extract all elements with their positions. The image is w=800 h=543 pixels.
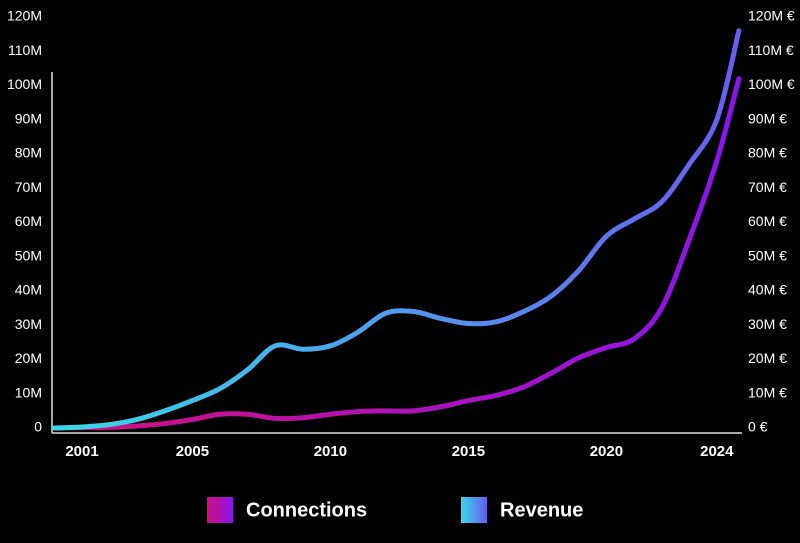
y2-tick-label: 80M € xyxy=(748,145,787,161)
x-tick-label: 2024 xyxy=(700,443,734,460)
legend-swatch xyxy=(461,497,487,523)
x-tick-label: 2020 xyxy=(590,443,623,460)
y-tick-label: 70M xyxy=(15,179,42,195)
y-tick-label: 10M xyxy=(15,384,42,400)
line xyxy=(51,28,742,431)
y2-tick-label: 20M € xyxy=(748,350,787,366)
y2-tick-label: 50M € xyxy=(748,247,787,263)
y2-tick-label: 110M € xyxy=(748,42,794,58)
y-tick-label: 20M xyxy=(15,350,42,366)
y2-tick-label: 90M € xyxy=(748,110,787,126)
x-tick-label: 2015 xyxy=(452,443,485,460)
y-tick-label: 80M xyxy=(15,145,42,161)
y2-tick-label: 70M € xyxy=(748,179,787,195)
y-tick-label: 90M xyxy=(15,110,42,126)
legend-label: Connections xyxy=(246,499,367,521)
y-tick-label: 100M xyxy=(7,76,42,92)
y-tick-label: 60M xyxy=(15,213,42,229)
y-tick-label: 120M xyxy=(7,8,42,24)
y-tick-label: 50M xyxy=(15,247,42,263)
y2-tick-label: 10M € xyxy=(748,384,787,400)
legend-swatch xyxy=(207,497,233,523)
y-tick-label: 30M xyxy=(15,316,42,332)
line xyxy=(51,76,742,431)
y2-tick-label: 0 € xyxy=(748,419,768,435)
y2-tick-label: 60M € xyxy=(748,213,787,229)
x-tick-label: 2001 xyxy=(65,443,98,460)
y2-tick-label: 40M € xyxy=(748,282,787,298)
y-tick-label: 40M xyxy=(15,282,42,298)
legend-label: Revenue xyxy=(500,499,583,521)
x-tick-label: 2005 xyxy=(176,443,209,460)
y-tick-label: 110M xyxy=(8,42,42,58)
y2-tick-label: 120M € xyxy=(748,8,795,24)
y2-tick-label: 30M € xyxy=(748,316,787,332)
y-tick-label: 0 xyxy=(34,419,42,435)
y2-tick-label: 100M € xyxy=(748,76,795,92)
x-tick-label: 2010 xyxy=(314,443,347,460)
